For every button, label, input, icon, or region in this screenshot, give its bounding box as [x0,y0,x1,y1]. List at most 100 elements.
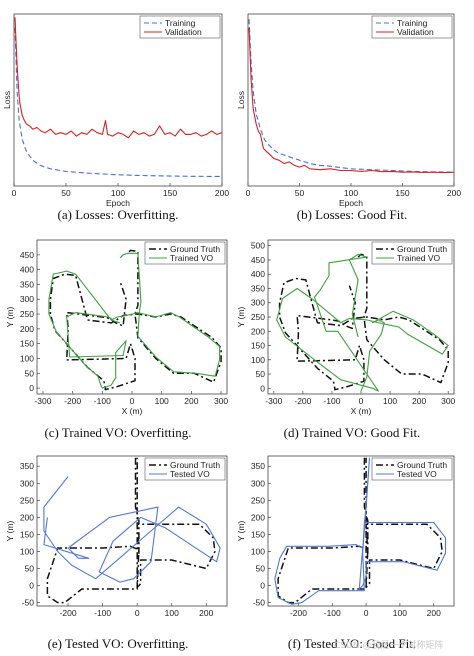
x-tick-label: 150 [163,188,177,198]
x-tick-label: -200 [64,396,81,406]
y-tick-label: 100 [251,546,265,556]
x-tick-label: -300 [34,396,51,406]
legend-entry: Trained VO [170,253,214,263]
y-tick-label: 0 [260,383,265,393]
x-tick-label: 50 [295,188,305,198]
x-tick-label: 100 [344,188,358,198]
chart-panel-e: -200 -100 0 100 200 -50 0 50 100 150 200 250 300 350 Y… [5,455,228,651]
y-axis-label: Y (m) [5,521,15,542]
y-tick-label: 150 [251,341,265,351]
series-line-training [14,27,222,178]
watermark: CSDN @我是一个对称矩阵 [334,639,444,651]
y-tick-label: 150 [20,339,34,349]
x-axis-label: Epoch [339,198,363,208]
y-axis-label: Loss [236,91,246,109]
x-tick-label: 150 [395,188,409,198]
y-tick-label: 0 [29,581,34,591]
y-tick-label: 250 [251,495,265,505]
subfigure-caption: (c) Trained VO: Overfitting. [44,425,191,440]
series-line-training [248,19,454,173]
y-tick-label: 0 [29,383,34,393]
x-tick-label: -100 [94,608,111,618]
y-tick-label: 200 [251,512,265,522]
y-tick-label: 250 [20,309,34,319]
x-axis-label: X (m) [351,406,372,416]
subfigure-caption: (b) Losses: Good Fit. [297,207,408,222]
y-tick-label: 100 [20,353,34,363]
x-tick-label: 0 [359,396,364,406]
series-line-validation [14,17,222,139]
chart-panel-c: -300 -200 -100 0 100 200 300 0 50 100 150 200 250 300… [5,239,228,440]
x-tick-label: 300 [441,396,455,406]
legend-entry: Ground Truth [170,460,220,470]
x-tick-label: 200 [199,608,213,618]
y-tick-label: 300 [20,294,34,304]
x-tick-label: 50 [61,188,71,198]
y-tick-label: 300 [251,478,265,488]
y-axis-label: Y (m) [236,521,246,542]
y-tick-label: 450 [20,250,34,260]
x-tick-label: -100 [324,608,341,618]
x-tick-label: 100 [155,396,169,406]
subfigure-caption: (a) Losses: Overfitting. [58,207,179,222]
x-tick-label: 100 [393,608,407,618]
series-line-trained-vo [276,253,449,392]
y-tick-label: 350 [20,279,34,289]
plot-frame [13,13,223,187]
y-tick-label: 100 [20,546,34,556]
x-tick-label: 200 [427,608,441,618]
legend-entry: Validation [397,27,434,37]
x-axis-label: X (m) [122,406,143,416]
series-line-trained-vo [48,252,221,389]
x-tick-label: 0 [135,608,140,618]
y-axis-label: Y (m) [236,307,246,328]
x-tick-label: 300 [214,396,228,406]
x-tick-label: 0 [12,188,17,198]
x-tick-label: 0 [364,608,369,618]
x-tick-label: -300 [265,396,282,406]
y-tick-label: 400 [20,265,34,275]
legend-entry: Training [165,18,196,28]
y-tick-label: 250 [251,312,265,322]
y-tick-label: 50 [256,564,266,574]
legend-entry: Validation [165,27,202,37]
legend-entry: Trained VO [397,253,441,263]
series-line-ground-truth [277,457,443,604]
x-tick-label: -200 [60,608,77,618]
subfigure-caption: (e) Tested VO: Overfitting. [48,636,189,651]
plot-frame [36,455,228,607]
legend-entry: Training [397,18,428,28]
y-tick-label: 400 [251,269,265,279]
series-line-tested-vo [43,476,221,583]
y-axis-label: Loss [2,91,12,109]
chart-panel-d: -300 -200 -100 0 100 200 300 0 50 100 150 200 250 300… [236,239,456,440]
y-tick-label: 50 [25,564,35,574]
legend-entry: Ground Truth [397,460,447,470]
y-axis-label: Y (m) [5,307,15,328]
y-tick-label: 200 [20,324,34,334]
y-tick-label: -50 [22,598,35,608]
y-tick-label: 500 [251,241,265,251]
y-tick-label: 250 [20,495,34,505]
y-tick-label: 50 [256,369,266,379]
legend-entry: Ground Truth [170,244,220,254]
subfigure-caption: (d) Trained VO: Good Fit. [284,425,421,440]
y-tick-label: 200 [20,512,34,522]
y-tick-label: 100 [251,355,265,365]
y-tick-label: 150 [251,529,265,539]
plot-frame [267,455,455,607]
y-tick-label: 350 [251,461,265,471]
y-tick-label: 150 [20,529,34,539]
x-axis-label: Epoch [106,198,130,208]
subfigure-caption: (f) Tested VO: Good Fit. [288,636,416,651]
x-tick-label: -100 [323,396,340,406]
y-tick-label: -50 [253,598,266,608]
